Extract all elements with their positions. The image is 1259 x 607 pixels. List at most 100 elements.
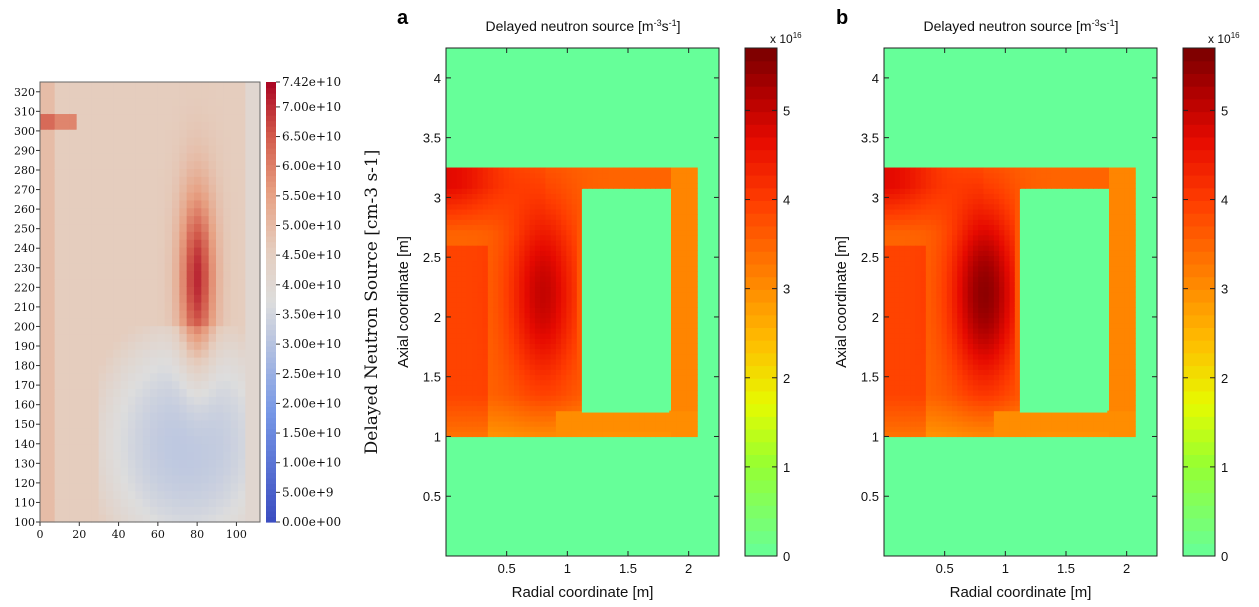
fuel-cell: [915, 193, 921, 199]
fuel-cell: [894, 271, 900, 277]
fuel-cell: [1010, 380, 1016, 386]
fuel-cell: [681, 400, 687, 406]
fuel-cell: [608, 173, 614, 179]
fuel-cell: [498, 183, 504, 189]
fuel-cell: [957, 297, 963, 303]
fuel-cell: [519, 390, 525, 396]
colorbar-segment: [266, 456, 276, 462]
fuel-cell: [989, 421, 995, 427]
fuel-cell: [535, 405, 541, 411]
fuel-cell: [451, 411, 457, 417]
fuel-cell: [504, 245, 510, 251]
fuel-cell: [561, 390, 567, 396]
fuel-cell: [894, 416, 900, 422]
heatmap-cell: [165, 145, 173, 153]
heatmap-cell: [216, 294, 224, 302]
fuel-cell: [472, 281, 478, 287]
fuel-cell: [488, 168, 494, 174]
heatmap-cell: [135, 475, 143, 483]
fuel-cell: [978, 188, 984, 194]
fuel-cell: [687, 343, 693, 349]
heatmap-cell: [55, 443, 63, 451]
heatmap-cell: [172, 208, 180, 216]
x-tick-label: 1.5: [619, 561, 637, 576]
fuel-cell: [483, 343, 489, 349]
fuel-cell: [968, 354, 974, 360]
fuel-cell: [483, 400, 489, 406]
fuel-cell: [687, 188, 693, 194]
heatmap-cell: [135, 302, 143, 310]
fuel-cell: [983, 224, 989, 230]
fuel-cell: [994, 224, 1000, 230]
heatmap-cell: [84, 247, 92, 255]
heatmap-cell: [187, 82, 195, 90]
fuel-cell: [926, 411, 932, 417]
fuel-cell: [915, 318, 921, 324]
fuel-cell: [1004, 359, 1010, 365]
fuel-cell: [462, 364, 468, 370]
heatmap-cell: [157, 373, 165, 381]
fuel-cell: [540, 359, 546, 365]
fuel-cell: [472, 209, 478, 215]
heatmap-cell: [47, 365, 55, 373]
fuel-cell: [910, 219, 916, 225]
heatmap-cell: [231, 90, 239, 98]
fuel-cell: [973, 266, 979, 272]
fuel-cell: [509, 380, 515, 386]
fuel-cell: [983, 349, 989, 355]
heatmap-cell: [245, 333, 253, 341]
fuel-cell: [535, 286, 541, 292]
heatmap-cell: [143, 129, 151, 137]
fuel-cell: [989, 411, 995, 417]
fuel-cell: [947, 421, 953, 427]
fuel-cell: [894, 349, 900, 355]
colorbar-tick-label: 4.00e+10: [282, 278, 341, 292]
fuel-cell: [488, 395, 494, 401]
heatmap-cell: [209, 451, 217, 459]
heatmap-cell: [194, 294, 202, 302]
heatmap-cell: [40, 129, 48, 137]
heatmap-cell: [201, 388, 209, 396]
fuel-cell: [962, 204, 968, 210]
fuel-cell: [535, 338, 541, 344]
fuel-cell: [915, 431, 921, 437]
fuel-cell: [931, 183, 937, 189]
heatmap-cell: [253, 192, 261, 200]
fuel-cell: [514, 405, 520, 411]
heatmap-cell: [99, 310, 107, 318]
heatmap-cell: [113, 498, 121, 506]
fuel-cell: [962, 178, 968, 184]
heatmap-cell: [84, 168, 92, 176]
heatmap-cell: [179, 443, 187, 451]
fuel-cell: [978, 333, 984, 339]
fuel-cell: [545, 328, 551, 334]
heatmap-cell: [106, 145, 114, 153]
fuel-cell: [530, 302, 536, 308]
fuel-cell: [488, 307, 494, 313]
fuel-cell: [519, 343, 525, 349]
fuel-cell: [681, 178, 687, 184]
fuel-cell: [535, 255, 541, 261]
fuel-cell: [905, 214, 911, 220]
heatmap-cell: [245, 341, 253, 349]
fuel-cell: [566, 307, 572, 313]
heatmap-cell: [223, 357, 231, 365]
heatmap-cell: [128, 404, 136, 412]
heatmap-cell: [179, 388, 187, 396]
fuel-cell: [566, 168, 572, 174]
left-heatmap-cells: [40, 82, 261, 523]
fuel-cell: [467, 343, 473, 349]
heatmap-cell: [165, 223, 173, 231]
fuel-cell: [915, 281, 921, 287]
fuel-cell: [566, 359, 572, 365]
fuel-cell: [989, 240, 995, 246]
fuel-cell: [556, 338, 562, 344]
fuel-cell: [973, 338, 979, 344]
fuel-cell: [676, 302, 682, 308]
fuel-cell: [978, 359, 984, 365]
fuel-cell: [936, 183, 942, 189]
heatmap-cell: [253, 271, 261, 279]
fuel-cell: [551, 204, 557, 210]
heatmap-cell: [91, 263, 99, 271]
fuel-cell: [994, 286, 1000, 292]
